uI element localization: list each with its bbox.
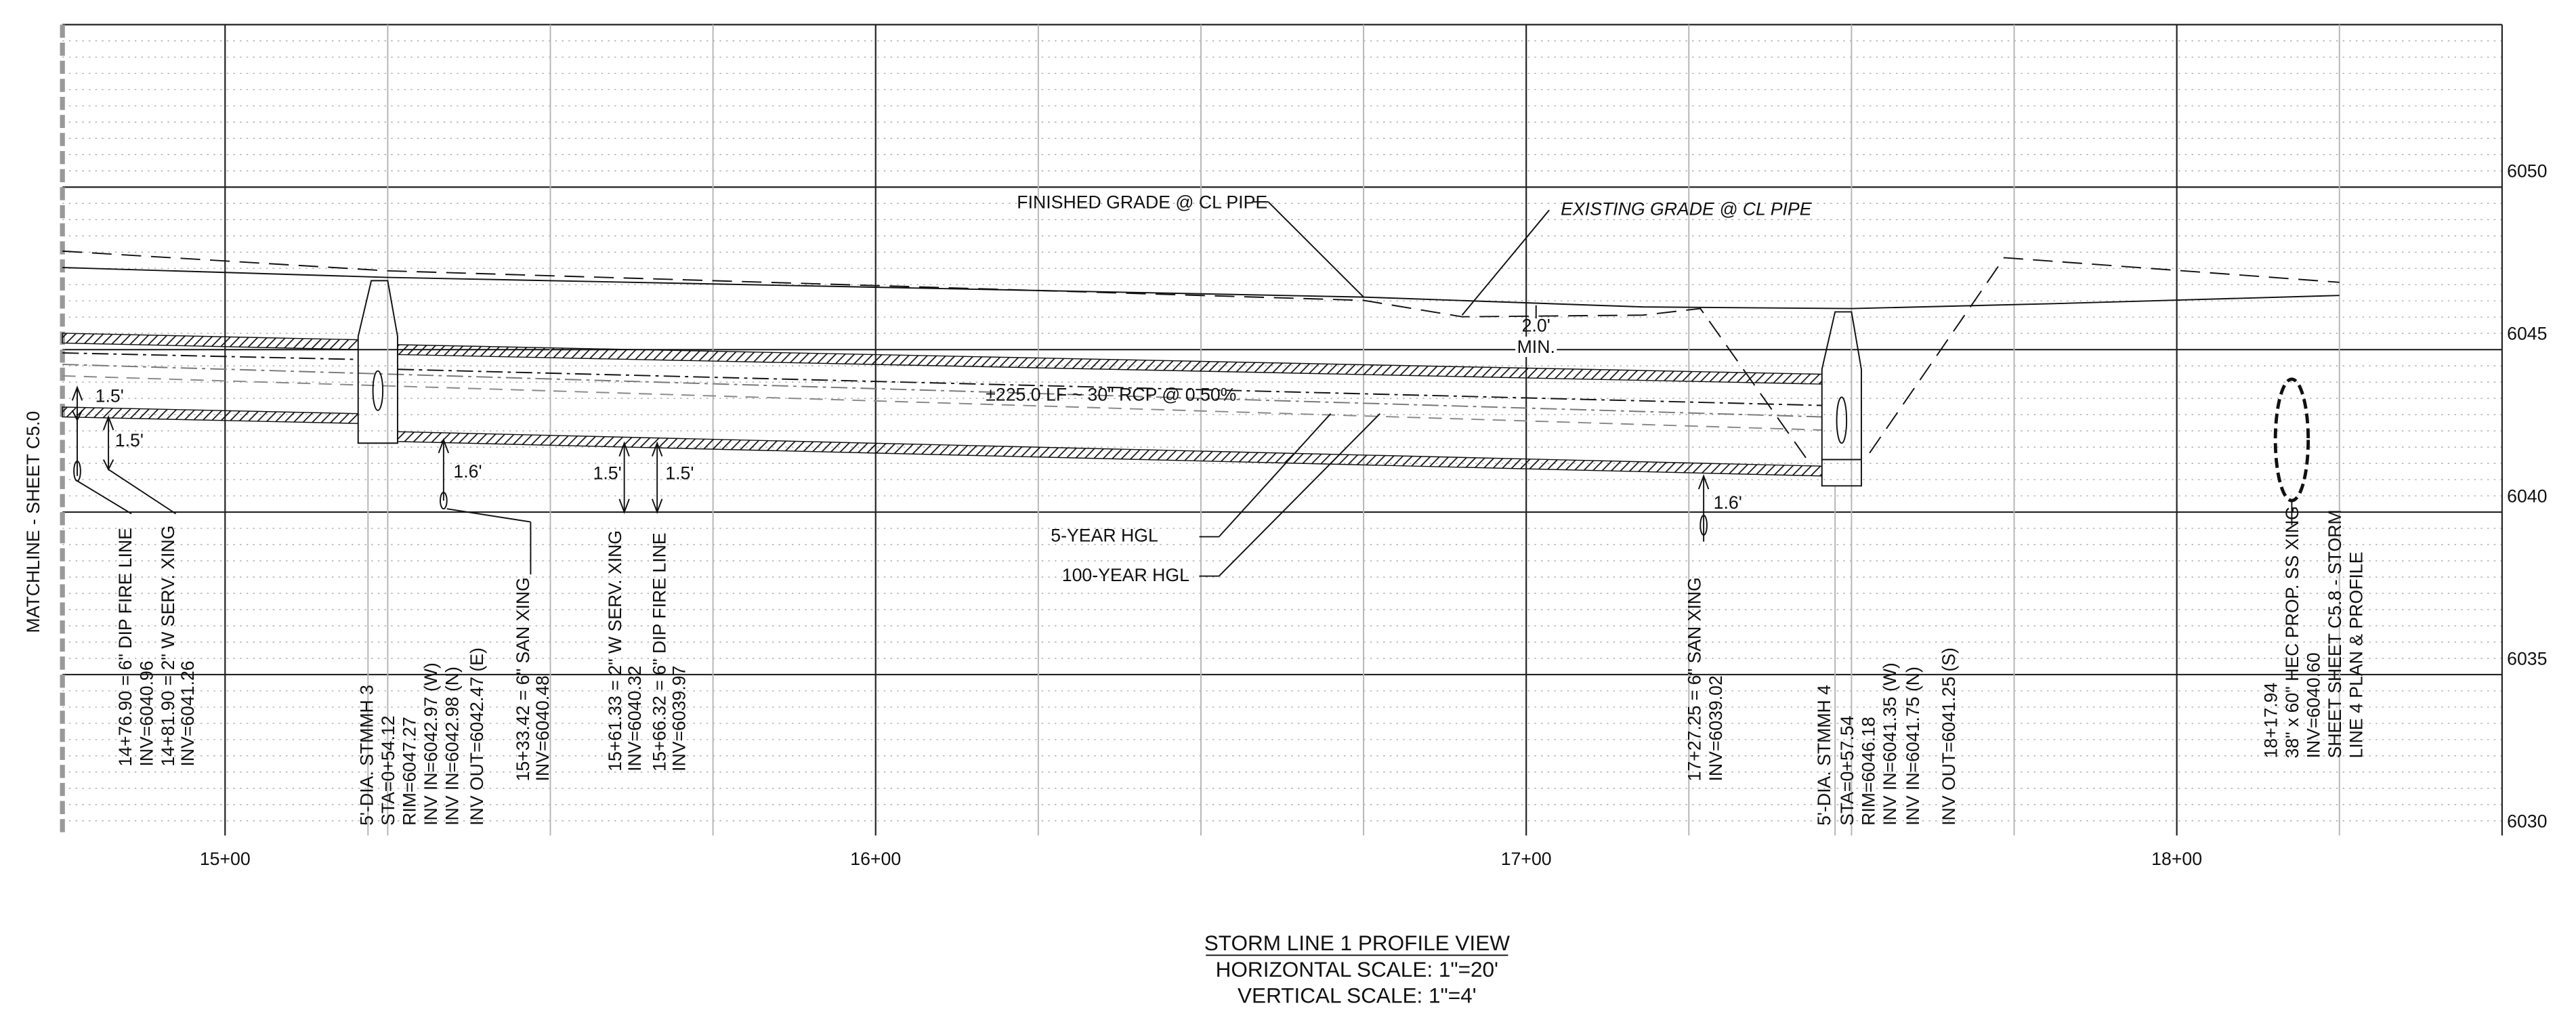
crossing-note: INV IN=6041.75 (N) — [1903, 666, 1923, 826]
callout: 1.5' — [115, 430, 144, 450]
elevation-label: 6035 — [2507, 648, 2547, 669]
crossing-note: INV=6040.96 — [137, 660, 157, 766]
callout: ±225.0 LF ~ 30" RCP @ 0.50% — [986, 384, 1236, 404]
hgl-5yr — [62, 375, 1822, 431]
existing-grade — [1869, 257, 2340, 454]
callout: 100-YEAR HGL — [1062, 565, 1189, 585]
pipe-centerline — [397, 368, 1822, 406]
crossing-note: INV IN=6041.35 (W) — [1880, 662, 1900, 826]
callout: 1.5' — [96, 386, 124, 406]
crossing-note: 15+61.33 = 2" W SERV. XING — [605, 530, 625, 771]
callout: 1.5' — [665, 463, 694, 484]
station-label: 16+00 — [850, 849, 901, 869]
crossing-note: INV=6040.48 — [532, 675, 553, 781]
crossing-note: INV=6041.26 — [177, 660, 198, 766]
crossing-note: SHEET SHEET C5.8 - STORM — [2325, 509, 2345, 758]
callout: 1.5' — [593, 463, 622, 484]
crossing-note: RIM=6046.18 — [1858, 717, 1878, 826]
station-label: 17+00 — [1501, 849, 1552, 869]
crossing-note: INV IN=6042.98 (N) — [442, 666, 463, 826]
crossing-note: 17+27.25 = 6" SAN XING — [1684, 577, 1704, 781]
crossing-note: LINE 4 PLAN & PROFILE — [2346, 551, 2367, 758]
crossing-note: INV IN=6042.97 (W) — [421, 662, 441, 826]
pipe-crown — [397, 344, 1823, 385]
crossing-note: 15+33.42 = 6" SAN XING — [513, 577, 533, 781]
crossing-note: RIM=6047.27 — [400, 717, 420, 826]
crossing-note: 5'-DIA. STMMH 4 — [1814, 685, 1834, 826]
callout: 1.6' — [1714, 492, 1742, 513]
labels: MATCHLINE - SHEET C5.0 6050 6045 6040 6035 60… — [23, 161, 2547, 1008]
crossing-note: INV=6039.02 — [1706, 675, 1726, 781]
crossing-note: 38" x 60" HEC PROP. SS XING — [2282, 506, 2302, 758]
manhole-opening — [372, 370, 384, 411]
crossing-note: STA=0+54.12 — [378, 715, 398, 825]
crossing-note: INV=6040.32 — [625, 666, 645, 771]
manhole — [1821, 311, 1862, 487]
matchline-label: MATCHLINE - SHEET C5.0 — [23, 411, 43, 633]
pipe-crown — [62, 333, 359, 350]
station-label: 15+00 — [200, 849, 251, 869]
crossing-note: 14+81.90 = 2" W SERV. XING — [158, 526, 178, 767]
callout: EXISTING GRADE @ CL PIPE — [1561, 198, 1813, 219]
existing-grade — [62, 250, 1808, 461]
crossing-note: 14+76.90 = 6" DIP FIRE LINE — [115, 528, 135, 767]
crossing-note: INV=6039.97 — [669, 666, 689, 771]
label-bg — [1515, 337, 1557, 357]
callout: 5-YEAR HGL — [1051, 526, 1158, 546]
crossing-note: 5'-DIA. STMMH 3 — [357, 685, 377, 826]
station-label: 18+00 — [2151, 849, 2202, 869]
callout: 2.0' — [1522, 316, 1550, 336]
pipe-centerline — [62, 352, 358, 360]
crossing-note: 18+17.94 — [2261, 682, 2281, 758]
crossing-note: INV=6040.60 — [2304, 652, 2324, 758]
crossing-note: INV OUT=6042.47 (E) — [467, 648, 487, 826]
finished-grade — [62, 267, 2340, 310]
elevation-label: 6030 — [2507, 811, 2547, 831]
elevation-label: 6040 — [2507, 486, 2547, 507]
elevation-label: 6050 — [2507, 161, 2547, 182]
crossing-note: STA=0+57.54 — [1837, 715, 1857, 826]
manhole-opening — [1836, 396, 1848, 444]
crossing-note: INV OUT=6041.25 (S) — [1939, 648, 1959, 826]
callout: 1.6' — [453, 461, 482, 482]
ss-crossing — [2273, 377, 2310, 503]
title: STORM LINE 1 PROFILE VIEW — [1204, 931, 1510, 955]
hgl-100yr — [62, 363, 1822, 418]
callout: MIN. — [1517, 337, 1555, 357]
callout: FINISHED GRADE @ CL PIPE — [1017, 192, 1267, 213]
scale-note: HORIZONTAL SCALE: 1"=20' — [1216, 957, 1498, 981]
scale-note: VERTICAL SCALE: 1"=4' — [1238, 983, 1477, 1008]
crossing-dims — [71, 201, 1710, 577]
manhole — [357, 280, 398, 444]
crossing-note: 15+66.32 = 6" DIP FIRE LINE — [649, 532, 669, 771]
profile-geometry — [62, 201, 2340, 836]
elevation-label: 6045 — [2507, 324, 2547, 344]
